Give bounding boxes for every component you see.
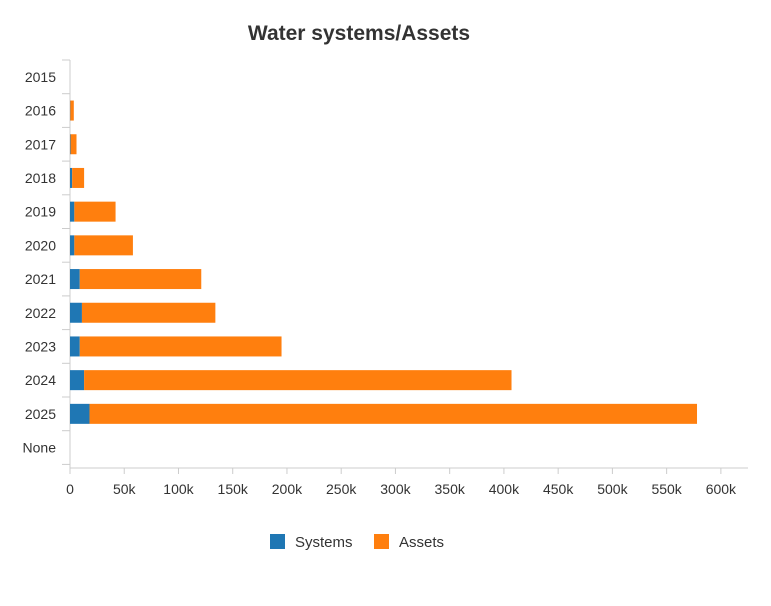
bar-assets-2021[interactable] (79, 269, 202, 290)
x-tick-label-50k: 50k (113, 481, 137, 497)
y-tick-label-2016: 2016 (25, 103, 56, 119)
bar-assets-2023[interactable] (79, 336, 282, 357)
x-tick-label-150k: 150k (218, 481, 249, 497)
axes: 2015 2016 2017 2018 2019 2020 2021 2022 2023 2024… (23, 59, 748, 497)
x-tick-label-0: 0 (66, 481, 74, 497)
x-tick-label-550k: 550k (651, 481, 682, 497)
bar-systems-2021[interactable] (70, 269, 80, 290)
bar-assets-2016[interactable] (70, 100, 74, 121)
legend-item-assets[interactable]: Assets (374, 534, 444, 551)
x-tick-label-200k: 200k (272, 481, 303, 497)
x-tick-label-500k: 500k (597, 481, 628, 497)
bar-assets-2017[interactable] (70, 134, 77, 155)
legend-swatch-assets (374, 534, 389, 549)
chart-title: Water systems/Assets (248, 22, 470, 45)
bar-systems-2017[interactable] (70, 134, 71, 155)
x-tick-label-250k: 250k (326, 481, 357, 497)
bar-assets-2025[interactable] (89, 403, 698, 424)
legend-swatch-systems (270, 534, 285, 549)
legend[interactable]: Systems Assets (270, 534, 444, 551)
y-tick-label-2019: 2019 (25, 204, 56, 220)
bar-assets-2018[interactable] (72, 167, 85, 188)
bars (70, 100, 698, 424)
bar-systems-2025[interactable] (70, 403, 90, 424)
y-tick-label-2020: 2020 (25, 237, 56, 253)
bar-assets-2024[interactable] (84, 370, 512, 391)
y-tick-label-none: None (23, 440, 57, 456)
bar-systems-2022[interactable] (70, 302, 82, 323)
bar-systems-2023[interactable] (70, 336, 80, 357)
x-tick-label-300k: 300k (380, 481, 411, 497)
y-tick-label-2024: 2024 (25, 372, 56, 388)
bar-systems-2024[interactable] (70, 370, 85, 391)
x-tick-label-100k: 100k (163, 481, 194, 497)
bar-assets-2020[interactable] (74, 235, 133, 256)
bar-systems-2019[interactable] (70, 201, 75, 222)
y-tick-label-2022: 2022 (25, 305, 56, 321)
legend-label-assets: Assets (399, 534, 444, 551)
y-tick-label-2017: 2017 (25, 136, 56, 152)
legend-item-systems[interactable]: Systems (270, 534, 353, 551)
bar-assets-2019[interactable] (74, 201, 116, 222)
y-tick-label-2025: 2025 (25, 406, 56, 422)
y-tick-label-2018: 2018 (25, 170, 56, 186)
y-tick-label-2023: 2023 (25, 338, 56, 354)
x-tick-label-450k: 450k (543, 481, 574, 497)
y-tick-label-2021: 2021 (25, 271, 56, 287)
x-tick-label-400k: 400k (489, 481, 520, 497)
bar-systems-2018[interactable] (70, 167, 73, 188)
bar-assets-2022[interactable] (81, 302, 216, 323)
bar-systems-2020[interactable] (70, 235, 75, 256)
legend-label-systems: Systems (295, 534, 353, 551)
x-tick-label-600k: 600k (706, 481, 737, 497)
x-tick-label-350k: 350k (435, 481, 466, 497)
y-tick-label-2015: 2015 (25, 69, 56, 85)
